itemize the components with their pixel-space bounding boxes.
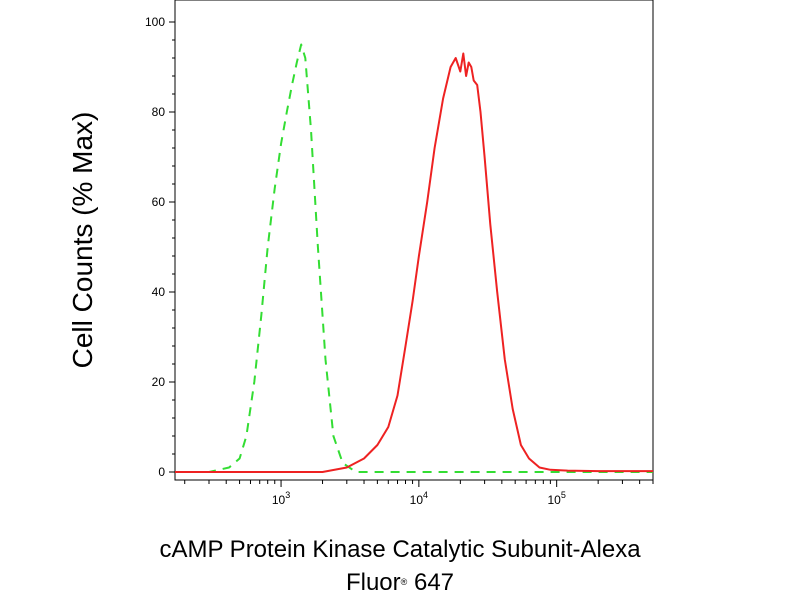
x-axis-label-registered-mark: ® [401,577,408,587]
x-tick-label: 104 [410,490,428,507]
y-axis-ticks: 0 20 40 60 80 100 [145,15,175,479]
x-axis-label-line1: cAMP Protein Kinase Catalytic Subunit-Al… [159,536,641,563]
x-axis-label-fluor: Fluor [346,569,401,596]
histogram-series-2 [175,52,653,473]
histogram-series-1 [175,43,653,473]
series-layer [175,43,653,473]
x-tick-label: 103 [272,490,290,507]
y-tick-label: 0 [158,465,165,479]
x-tick-label: 105 [547,490,565,507]
x-axis-ticks: 103 104 105 [184,480,654,507]
y-tick-label: 40 [152,285,166,299]
y-tick-label: 60 [152,195,166,209]
y-axis-label: Cell Counts (% Max) [67,112,98,369]
y-tick-label: 20 [152,375,166,389]
y-tick-label: 100 [145,15,165,29]
x-axis-label-number: 647 [407,569,454,596]
x-axis-label-line2: Fluor® 647 [346,569,454,596]
plot-frame [174,0,654,481]
y-tick-label: 80 [152,105,166,119]
